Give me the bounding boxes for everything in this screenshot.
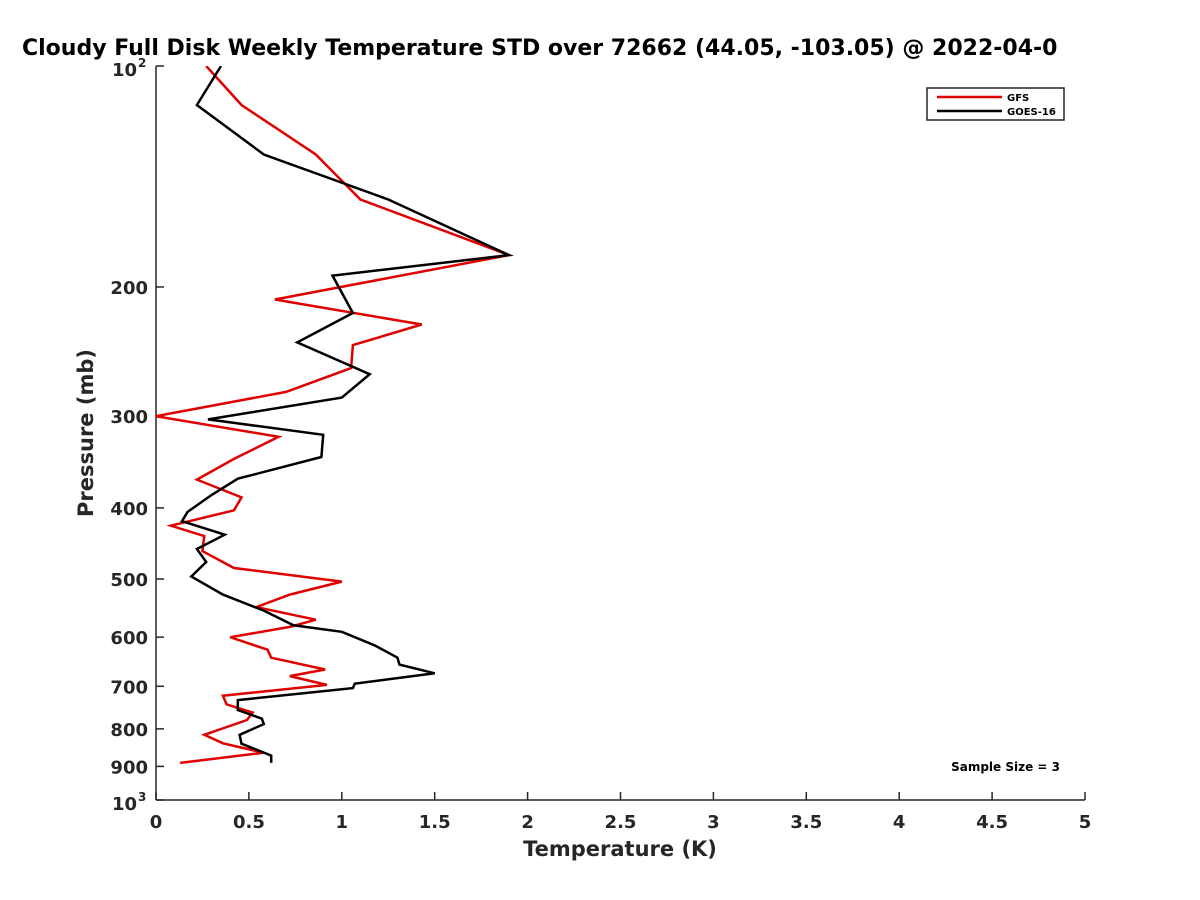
x-axis-label: Temperature (K) [523,837,717,861]
y-axis-label: Pressure (mb) [74,349,98,517]
y-tick-label-exponent: 2 [138,56,146,70]
x-tick-label: 4.5 [976,812,1008,833]
chart-title: Cloudy Full Disk Weekly Temperature STD … [22,36,1057,61]
x-tick-label: 0 [150,812,163,833]
y-tick-label: 800 [110,720,148,741]
y-tick-label-base: 10 [112,60,137,81]
x-tick-label: 3.5 [790,812,822,833]
x-tick-label: 2 [521,812,534,833]
y-tick-label-exponent: 3 [138,790,146,804]
plot-area: 0 0.5 1 1.5 2 2.5 3 3.5 4 4.5 510 22003004005006007… [110,56,1091,833]
y-tick-label-power: 10 3 [112,790,146,815]
x-tick-label: 0.5 [233,812,265,833]
series-line-goes-16 [180,66,514,763]
y-tick-label: 300 [110,407,148,428]
x-tick-label: 1.5 [419,812,451,833]
y-tick-label: 200 [110,278,148,299]
y-tick-label: 600 [110,628,148,649]
y-tick-label: 500 [110,570,148,591]
series-line-gfs [156,66,514,765]
legend: GFS GOES-16 [926,87,1065,121]
x-tick-label: 3 [707,812,720,833]
sample-size-annotation: Sample Size = 3 [951,760,1060,774]
legend-label-goes-16: GOES-16 [1007,107,1056,118]
x-tick-label: 2.5 [605,812,637,833]
y-tick-label: 700 [110,677,148,698]
y-tick-label-power: 10 2 [112,56,146,81]
legend-box [926,87,1065,121]
x-tick-label: 5 [1079,812,1092,833]
y-tick-label-base: 10 [112,794,137,815]
y-tick-label: 900 [110,757,148,778]
x-tick-label: 1 [336,812,349,833]
y-tick-label: 400 [110,499,148,520]
legend-label-gfs: GFS [1007,93,1029,104]
x-tick-label: 4 [893,812,906,833]
